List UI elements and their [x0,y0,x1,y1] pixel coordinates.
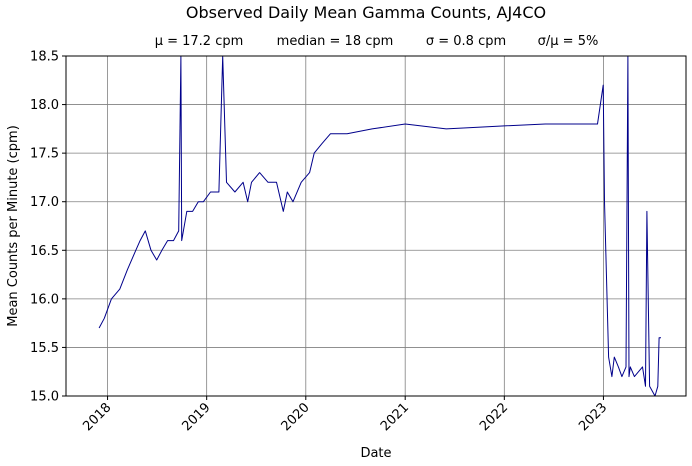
stat-mean: μ = 17.2 cpm [155,34,244,49]
y-tick-label: 17.0 [30,195,59,210]
chart-title: Observed Daily Mean Gamma Counts, AJ4CO [186,3,546,22]
ticks: 2018 2019 2020 2021 2022 2023 15.0 15.5 16.0 16.5… [30,50,610,435]
daily-mean-series-line [98,55,661,397]
y-tick-label: 15.5 [30,341,59,356]
y-tick-label: 18.5 [30,50,59,65]
y-axis-label: Mean Counts per Minute (cpm) [6,125,21,327]
y-tick-label: 15.0 [30,390,59,405]
plot-frame [65,55,687,397]
y-tick-label: 16.0 [30,292,59,307]
x-tick-label: 2023 [576,400,610,434]
x-tick-label: 2020 [279,400,313,434]
grid [66,55,686,397]
x-tick-label: 2021 [378,400,412,434]
y-tick-label: 17.5 [30,147,59,162]
y-tick-label: 18.0 [30,98,59,113]
x-tick-label: 2022 [477,400,511,434]
stat-sigma: σ = 0.8 cpm [426,34,506,49]
x-axis-label: Date [360,446,391,461]
stat-median: median = 18 cpm [277,34,394,49]
stat-cv: σ/μ = 5% [538,34,599,49]
x-tick-label: 2019 [179,400,213,434]
series-layer [98,55,661,397]
x-tick-label: 2018 [80,400,114,434]
y-tick-label: 16.5 [30,244,59,259]
